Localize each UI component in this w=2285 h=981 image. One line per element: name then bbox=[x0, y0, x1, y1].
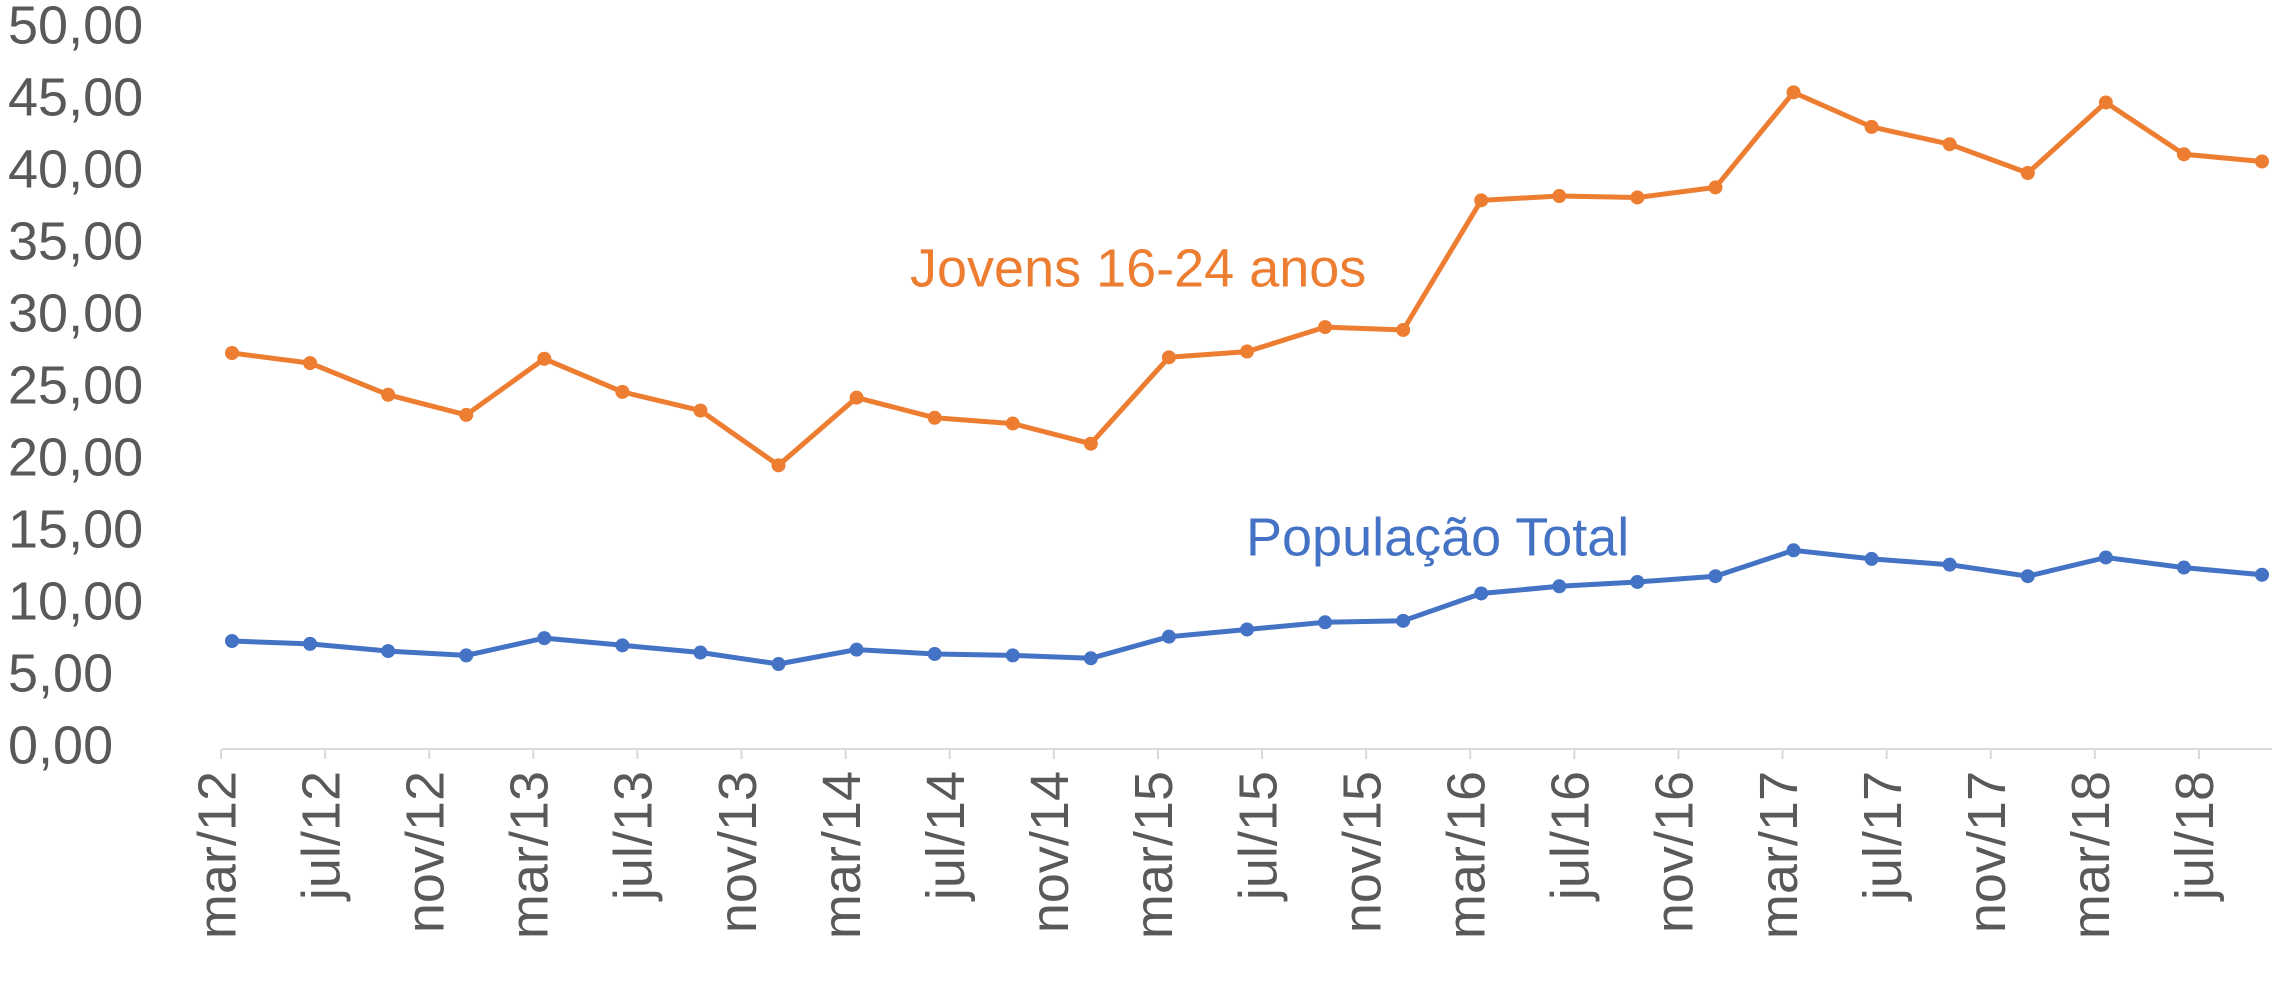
data-point bbox=[1083, 651, 1098, 666]
data-point bbox=[1864, 551, 1879, 566]
x-tick-label: jul/13 bbox=[604, 771, 664, 902]
data-point bbox=[2176, 560, 2191, 575]
y-tick-label: 15,00 bbox=[8, 499, 143, 559]
data-point bbox=[1630, 574, 1645, 589]
data-point bbox=[849, 642, 864, 657]
data-point bbox=[1708, 569, 1723, 584]
data-point bbox=[1786, 85, 1801, 100]
data-point bbox=[2020, 166, 2035, 180]
data-point bbox=[1630, 190, 1645, 205]
data-point bbox=[1396, 322, 1411, 337]
x-tick-label: mar/12 bbox=[187, 771, 247, 939]
data-point bbox=[693, 645, 708, 660]
data-point bbox=[1318, 320, 1333, 335]
data-point bbox=[459, 407, 474, 422]
x-tick-label: jul/18 bbox=[2165, 771, 2225, 902]
data-point bbox=[1552, 579, 1567, 594]
series-label: População Total bbox=[1246, 507, 1629, 567]
data-point bbox=[225, 634, 239, 648]
y-tick-label: 10,00 bbox=[8, 571, 143, 631]
data-point bbox=[615, 638, 630, 653]
data-point bbox=[1786, 543, 1801, 558]
data-point bbox=[381, 387, 396, 402]
x-tick-label: jul/15 bbox=[1228, 771, 1288, 902]
data-point bbox=[1083, 436, 1098, 451]
data-point bbox=[1474, 193, 1489, 208]
y-tick-label: 40,00 bbox=[8, 139, 143, 199]
data-point bbox=[1240, 344, 1254, 359]
x-tick-label: nov/15 bbox=[1332, 771, 1392, 933]
data-point bbox=[225, 346, 239, 360]
x-tick-label: nov/14 bbox=[1020, 771, 1080, 933]
data-point bbox=[1942, 557, 1957, 572]
x-tick-label: mar/15 bbox=[1124, 771, 1184, 939]
data-point bbox=[1942, 137, 1957, 152]
data-point bbox=[1552, 189, 1567, 204]
y-tick-label: 5,00 bbox=[8, 643, 113, 703]
data-point bbox=[1474, 586, 1489, 601]
y-tick-label: 35,00 bbox=[8, 211, 143, 271]
data-point bbox=[1318, 615, 1333, 630]
data-point bbox=[927, 646, 942, 661]
data-point bbox=[2255, 154, 2269, 169]
x-tick-label: nov/13 bbox=[708, 771, 768, 933]
y-tick-label: 20,00 bbox=[8, 427, 143, 487]
data-point bbox=[2098, 95, 2113, 110]
data-point bbox=[1864, 119, 1879, 134]
x-tick-label: mar/18 bbox=[2061, 771, 2121, 939]
x-tick-label: jul/17 bbox=[1853, 771, 1913, 902]
x-tick-label: mar/14 bbox=[812, 771, 872, 939]
data-point bbox=[615, 384, 630, 399]
data-point bbox=[771, 657, 786, 672]
x-tick-label: mar/13 bbox=[500, 771, 560, 939]
x-tick-label: nov/17 bbox=[1957, 771, 2017, 933]
data-point bbox=[303, 356, 318, 371]
data-point bbox=[1396, 613, 1411, 628]
series-line bbox=[231, 547, 2263, 667]
data-point bbox=[2020, 569, 2035, 584]
y-tick-label: 30,00 bbox=[8, 283, 143, 343]
data-point bbox=[537, 351, 552, 366]
data-point bbox=[771, 458, 786, 473]
x-tick-label: mar/16 bbox=[1436, 771, 1496, 939]
data-point bbox=[1240, 622, 1254, 637]
data-point bbox=[1708, 180, 1723, 195]
data-point bbox=[693, 403, 708, 418]
data-point bbox=[2176, 147, 2191, 162]
y-tick-label: 45,00 bbox=[8, 67, 143, 127]
y-tick-label: 50,00 bbox=[8, 0, 143, 55]
data-point bbox=[1005, 416, 1020, 431]
y-tick-label: 25,00 bbox=[8, 355, 143, 415]
data-point bbox=[1161, 629, 1176, 644]
data-point bbox=[381, 644, 396, 659]
data-point bbox=[2255, 567, 2269, 582]
data-point bbox=[303, 636, 318, 651]
data-point bbox=[459, 648, 474, 663]
x-tick-label: jul/14 bbox=[916, 771, 976, 902]
data-point bbox=[1161, 350, 1176, 365]
x-tick-label: mar/17 bbox=[1749, 771, 1809, 939]
y-tick-label: 0,00 bbox=[8, 715, 113, 775]
data-point bbox=[1005, 648, 1020, 663]
data-point bbox=[849, 390, 864, 405]
x-tick-label: nov/16 bbox=[1645, 771, 1705, 933]
x-tick-label: jul/16 bbox=[1541, 771, 1601, 902]
x-tick-label: jul/12 bbox=[291, 771, 351, 902]
x-tick-label: nov/12 bbox=[395, 771, 455, 933]
series-label: Jovens 16-24 anos bbox=[910, 238, 1366, 298]
data-point bbox=[927, 410, 942, 425]
data-point bbox=[537, 631, 552, 646]
data-point bbox=[2098, 550, 2113, 565]
